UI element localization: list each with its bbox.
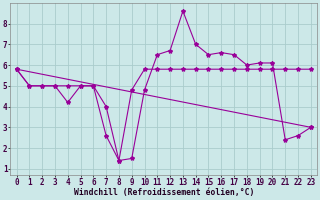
X-axis label: Windchill (Refroidissement éolien,°C): Windchill (Refroidissement éolien,°C)	[74, 188, 254, 197]
